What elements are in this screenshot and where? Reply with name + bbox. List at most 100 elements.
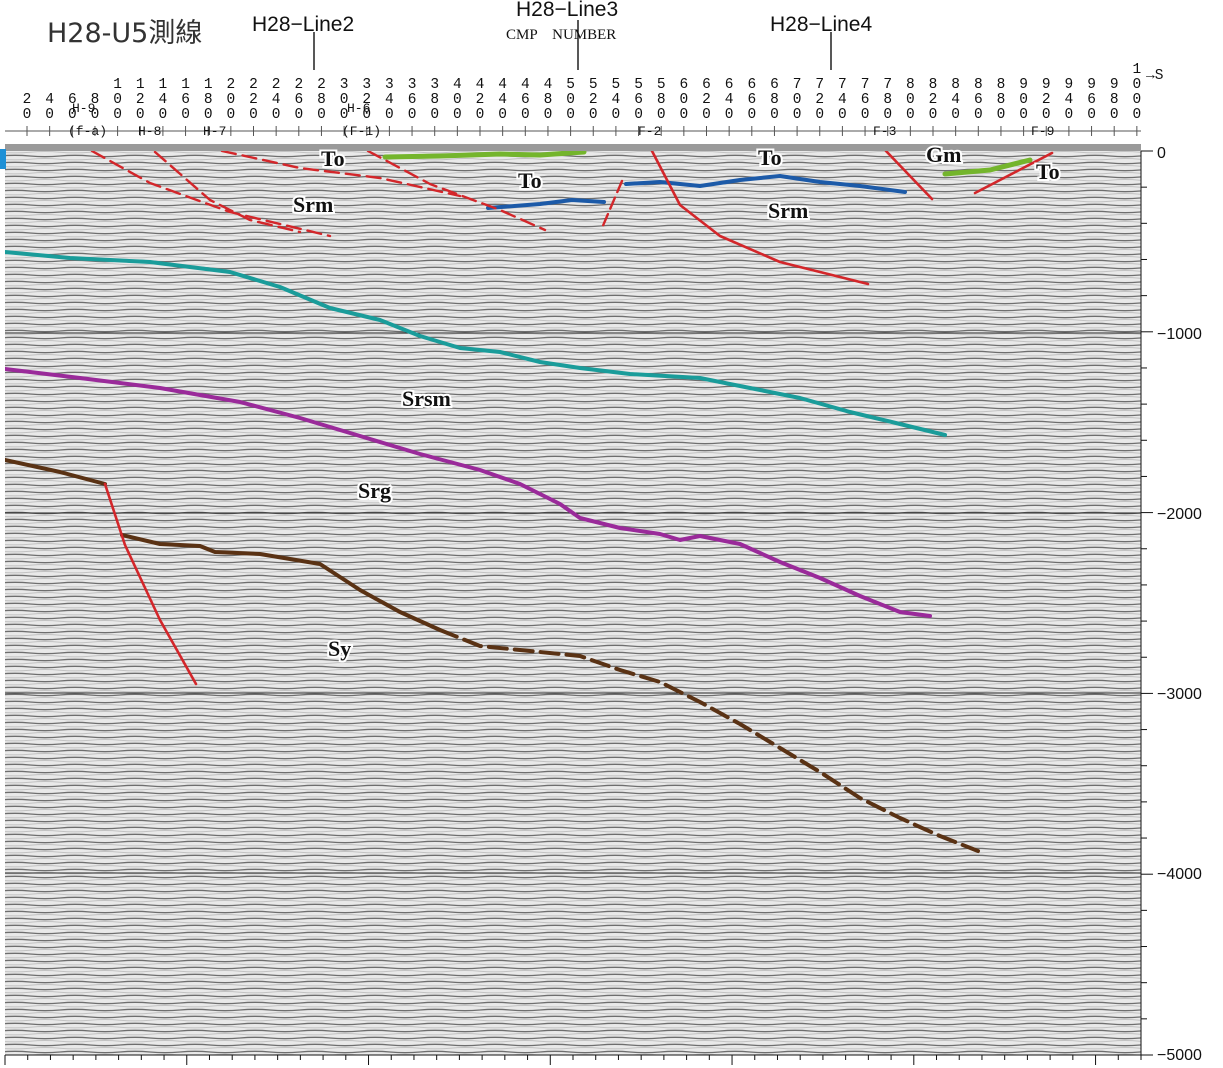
unit-label: To bbox=[1036, 159, 1060, 184]
depth-tick-label: 0 bbox=[1157, 145, 1166, 162]
seismic-image bbox=[5, 151, 1141, 1055]
blue-horizon bbox=[624, 174, 907, 194]
fault-mark: H-8 bbox=[138, 124, 161, 139]
fault-mark: H-6 bbox=[347, 101, 370, 116]
interpretation-overlay bbox=[5, 151, 1054, 853]
left-edge-marker bbox=[0, 149, 6, 169]
depth-tick-label: −5000 bbox=[1157, 1047, 1202, 1064]
unit-label: To bbox=[758, 145, 782, 170]
purple-horizon bbox=[5, 367, 932, 618]
crossing-line-label: H28−Line3 bbox=[516, 0, 618, 21]
fault-line bbox=[103, 482, 198, 686]
crossing-line-label: H28−Line4 bbox=[770, 13, 872, 36]
cmp-axis: 2 0 4 0 6 0 8 0 1 0 0 1 2 0 1 4 0 1 6 0 1 8 0 2 0 0 2 2 0 2 4 0 2 6 0 2 8 0 3 0… bbox=[23, 62, 1142, 123]
depth-axis: 0 −1000 −2000 −3000 −4000 −5000 bbox=[1140, 145, 1202, 1064]
fault-line-dashed bbox=[220, 151, 462, 198]
unit-label: Srsm bbox=[402, 386, 451, 411]
unit-label: Srm bbox=[768, 198, 808, 223]
unit-label: To bbox=[321, 146, 345, 171]
brown-horizon-inferred bbox=[438, 628, 980, 853]
depth-tick-label: −1000 bbox=[1157, 326, 1202, 343]
fault-mark: (f-a) bbox=[68, 124, 107, 139]
unit-label: Sy bbox=[328, 636, 351, 661]
unit-label: Srg bbox=[358, 478, 391, 503]
bottom-axis bbox=[4, 1054, 1142, 1065]
fault-line-dashed bbox=[600, 179, 624, 230]
direction-label: →S bbox=[1146, 68, 1163, 84]
crossing-line-label: H28−Line2 bbox=[252, 13, 354, 36]
unit-label: Srm bbox=[293, 192, 333, 217]
profile-title: H28-U5測線 bbox=[47, 18, 202, 49]
fault-mark: H-7 bbox=[203, 124, 226, 139]
fault-line-dashed bbox=[153, 151, 302, 234]
depth-tick-label: −4000 bbox=[1157, 866, 1202, 883]
unit-label: Gm bbox=[926, 142, 961, 167]
brown-horizon bbox=[5, 458, 107, 486]
blue-horizon bbox=[486, 198, 606, 210]
teal-horizon bbox=[5, 250, 947, 437]
depth-tick-label: −3000 bbox=[1157, 686, 1202, 703]
depth-minor-ticks bbox=[1141, 150, 1153, 1056]
green-horizon bbox=[382, 151, 587, 160]
unit-label: To bbox=[518, 168, 542, 193]
crossing-line-labels: H28−Line2 H28−Line3 H28−Line4 bbox=[252, 0, 872, 70]
mark-row-ticks bbox=[26, 126, 1138, 136]
brown-horizon bbox=[120, 533, 442, 632]
unit-labels: To To To To Gm Srm Srm Srsm Srg Sy bbox=[291, 140, 1062, 663]
fault-mark: (F-1) bbox=[342, 124, 381, 139]
fault-mark: H-9 bbox=[72, 101, 95, 116]
fault-mark-row: H-9 (f-a) H-8 H-7 H-6 (F-1) F-2 F-3 F-9 bbox=[5, 101, 1141, 139]
axis-label: CMP NUMBER bbox=[506, 27, 616, 43]
fault-line-dashed bbox=[366, 151, 547, 232]
depth-tick-label: −2000 bbox=[1157, 506, 1202, 523]
fault-mark: F-2 bbox=[638, 124, 661, 139]
